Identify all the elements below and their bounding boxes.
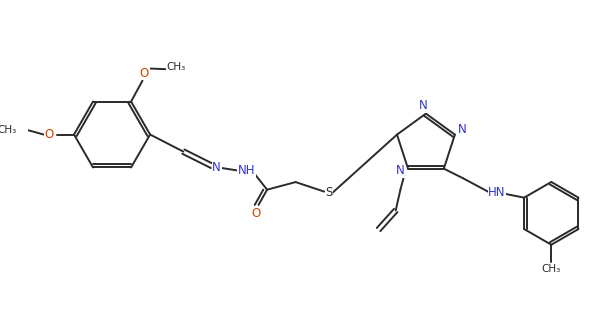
Text: N: N — [458, 123, 467, 136]
Text: CH₃: CH₃ — [0, 125, 17, 135]
Text: CH₃: CH₃ — [166, 62, 185, 72]
Text: O: O — [251, 207, 260, 220]
Text: CH₃: CH₃ — [541, 264, 561, 275]
Text: O: O — [44, 128, 54, 141]
Text: HN: HN — [488, 186, 506, 199]
Text: S: S — [325, 186, 333, 199]
Text: O: O — [140, 67, 149, 79]
Text: N: N — [419, 99, 428, 113]
Text: N: N — [396, 164, 405, 177]
Text: NH: NH — [238, 164, 255, 177]
Text: N: N — [213, 161, 221, 174]
